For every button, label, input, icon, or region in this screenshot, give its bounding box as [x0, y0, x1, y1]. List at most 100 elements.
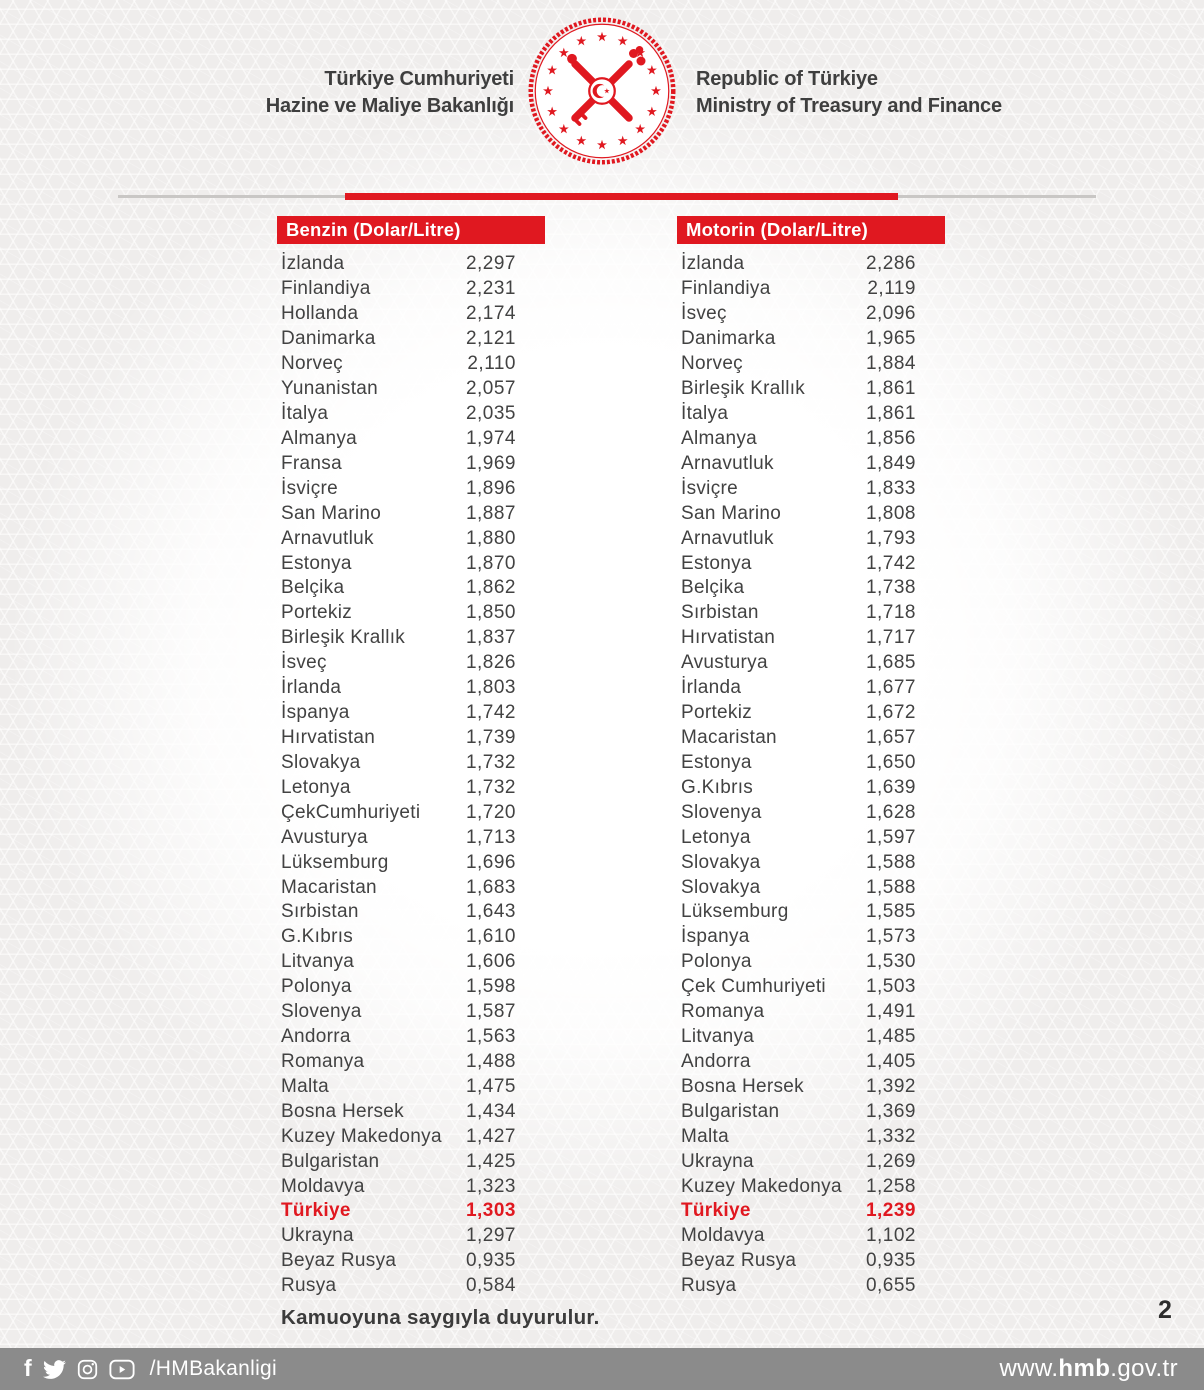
- country-name: Arnavutluk: [681, 452, 774, 474]
- closing-note: Kamuoyuna saygıyla duyurulur.: [281, 1306, 600, 1329]
- country-name: Fransa: [281, 452, 342, 474]
- table-row: Fransa 1,969: [277, 451, 545, 476]
- country-name: İsveç: [281, 652, 327, 674]
- table-row: Yunanistan 2,057: [277, 377, 545, 402]
- table-row: Malta 1,332: [677, 1124, 945, 1149]
- price-value: 1,485: [865, 1026, 916, 1048]
- country-name: Avusturya: [281, 826, 368, 848]
- price-value: 1,643: [465, 901, 516, 923]
- ministry-name-english-line1: Republic of Türkiye: [696, 68, 878, 90]
- website-prefix: www.: [999, 1355, 1059, 1382]
- price-value: 1,793: [865, 527, 916, 549]
- country-name: Türkiye: [281, 1200, 351, 1222]
- table-row: G.Kıbrıs 1,639: [677, 775, 945, 800]
- price-value: 1,303: [465, 1200, 516, 1222]
- country-name: Yunanistan: [281, 378, 379, 400]
- country-name: Estonya: [681, 751, 752, 773]
- table-row: Sırbistan 1,643: [277, 900, 545, 925]
- header-divider-accent: [345, 193, 898, 200]
- table-row: Avusturya 1,685: [677, 651, 945, 676]
- price-value: 1,392: [865, 1075, 916, 1097]
- country-name: Romanya: [281, 1050, 365, 1072]
- country-name: Hırvatistan: [281, 726, 376, 748]
- price-value: 2,119: [867, 278, 916, 300]
- table-row: Slovakya 1,588: [677, 875, 945, 900]
- price-value: 1,598: [465, 976, 516, 998]
- price-value: 1,808: [865, 502, 916, 524]
- table-row: Macaristan 1,683: [277, 875, 545, 900]
- country-name: Portekiz: [681, 702, 753, 724]
- table-row: Belçika 1,862: [277, 576, 545, 601]
- social-handle[interactable]: /HMBakanligi: [149, 1357, 277, 1380]
- price-value: 1,677: [865, 677, 916, 699]
- ministry-name-turkish-line2: Hazine ve Maliye Bakanlığı: [265, 95, 514, 117]
- country-name: Çek Cumhuriyeti: [681, 976, 826, 998]
- table-row: Bulgaristan 1,425: [277, 1149, 545, 1174]
- table-row: İspanya 1,742: [277, 701, 545, 726]
- price-value: 1,639: [865, 776, 916, 798]
- country-name: Polonya: [681, 951, 752, 973]
- website-url[interactable]: www.hmb.gov.tr: [999, 1355, 1178, 1383]
- table-row: İtalya 1,861: [677, 402, 945, 427]
- country-name: Finlandiya: [681, 278, 771, 300]
- table-row: Romanya 1,491: [677, 1000, 945, 1025]
- price-value: 1,585: [865, 901, 916, 923]
- country-name: Kuzey Makedonya: [281, 1125, 442, 1147]
- ministry-name-english-line2: Ministry of Treasury and Finance: [696, 95, 1002, 117]
- table-row: Bosna Hersek 1,434: [277, 1099, 545, 1124]
- table-row: Sırbistan 1,718: [677, 601, 945, 626]
- price-value: 1,969: [465, 452, 516, 474]
- table-row: Slovenya 1,587: [277, 1000, 545, 1025]
- country-name: Danimarka: [681, 328, 776, 350]
- benzin-price-table: Benzin (Dolar/Litre) İzlanda 2,297 Finland…: [277, 216, 545, 1299]
- price-value: 1,683: [465, 876, 516, 898]
- table-row: Polonya 1,530: [677, 950, 945, 975]
- country-name: Bosna Hersek: [681, 1075, 804, 1097]
- country-name: Danimarka: [281, 328, 376, 350]
- table-row: İsveç 2,096: [677, 302, 945, 327]
- country-name: Norveç: [681, 353, 743, 375]
- twitter-icon[interactable]: [42, 1358, 66, 1381]
- footer-bar: f /HMBakanligi www.hmb.gov.tr: [0, 1348, 1204, 1390]
- price-value: 2,096: [865, 303, 916, 325]
- social-links: f /HMBakanligi: [24, 1354, 277, 1381]
- table-row: Letonya 1,732: [277, 775, 545, 800]
- country-name: Letonya: [681, 826, 751, 848]
- table-row: İsveç 1,826: [277, 651, 545, 676]
- country-name: Estonya: [681, 552, 752, 574]
- country-name: Arnavutluk: [281, 527, 374, 549]
- price-value: 1,965: [865, 328, 916, 350]
- price-value: 1,717: [865, 627, 916, 649]
- price-value: 2,297: [465, 253, 516, 275]
- table-row: İsviçre 1,833: [677, 476, 945, 501]
- country-name: Hırvatistan: [681, 627, 776, 649]
- motorin-table-title: Motorin (Dolar/Litre): [677, 216, 945, 244]
- table-row: Macaristan 1,657: [677, 726, 945, 751]
- country-name: Bulgaristan: [281, 1150, 380, 1172]
- table-row: San Marino 1,887: [277, 501, 545, 526]
- table-row: Portekiz 1,672: [677, 701, 945, 726]
- price-value: 1,425: [465, 1150, 516, 1172]
- table-row: Ukrayna 1,297: [277, 1224, 545, 1249]
- price-value: 1,610: [465, 926, 516, 948]
- price-value: 0,584: [465, 1275, 516, 1297]
- price-value: 1,657: [865, 726, 916, 748]
- price-value: 1,742: [465, 702, 516, 724]
- table-row: Norveç 2,110: [277, 352, 545, 377]
- table-row: Türkiye 1,239: [677, 1199, 945, 1224]
- country-name: Slovenya: [281, 1001, 362, 1023]
- country-name: Birleşik Krallık: [681, 378, 806, 400]
- price-value: 1,503: [865, 976, 916, 998]
- price-value: 1,826: [465, 652, 516, 674]
- price-value: 1,887: [465, 502, 516, 524]
- price-value: 1,573: [865, 926, 916, 948]
- facebook-icon[interactable]: f: [24, 1354, 32, 1381]
- price-value: 1,861: [865, 402, 916, 424]
- instagram-icon[interactable]: [77, 1359, 98, 1380]
- price-value: 1,332: [865, 1125, 916, 1147]
- country-name: Beyaz Rusya: [281, 1250, 397, 1272]
- price-value: 1,696: [465, 851, 516, 873]
- table-row: Slovakya 1,732: [277, 750, 545, 775]
- country-name: Norveç: [281, 353, 343, 375]
- youtube-icon[interactable]: [109, 1359, 135, 1380]
